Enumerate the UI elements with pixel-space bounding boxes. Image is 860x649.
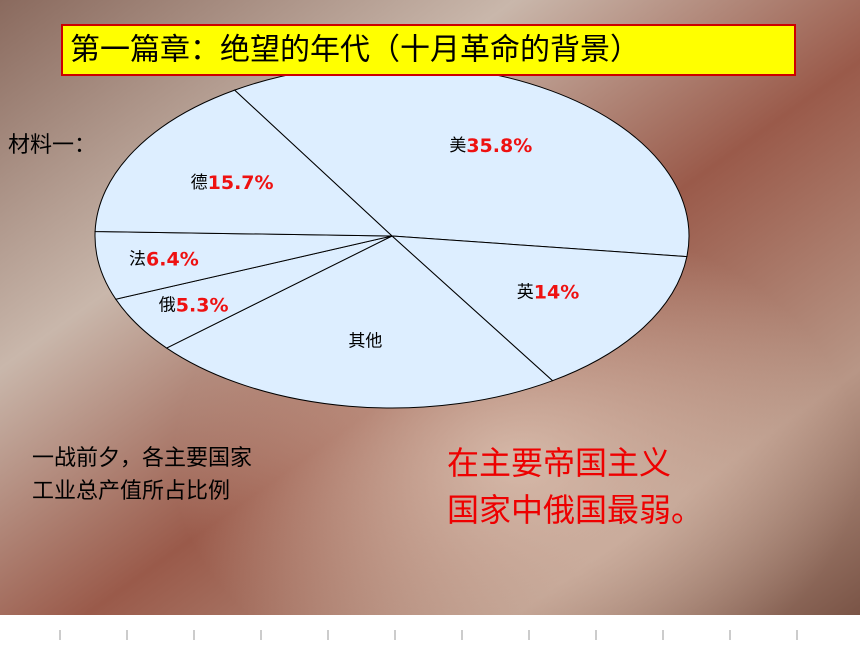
pie-slice bbox=[165, 235, 554, 409]
chart-title: 第一篇章：绝望的年代（十月革命的背景） bbox=[70, 33, 640, 68]
slice-value: 6.4% bbox=[146, 248, 199, 270]
slice-category: 法 bbox=[129, 249, 146, 269]
slice-label: 其他 bbox=[348, 332, 382, 352]
slice-category: 英 bbox=[517, 283, 534, 303]
bottom-strip bbox=[0, 615, 860, 645]
slice-label: 俄5.3% bbox=[159, 294, 229, 316]
pie-slice bbox=[94, 231, 393, 300]
slice-category: 德 bbox=[191, 173, 208, 193]
slice-category: 俄 bbox=[159, 295, 176, 315]
material-label: 材料一： bbox=[8, 133, 96, 158]
conclusion-line: 在主要帝国主义 bbox=[447, 444, 671, 482]
slice-value: 14% bbox=[534, 281, 579, 303]
conclusion-line: 国家中俄国最弱。 bbox=[447, 491, 703, 529]
slice-label: 德15.7% bbox=[191, 172, 274, 194]
slice-label: 美35.8% bbox=[449, 135, 532, 157]
slice-category: 其他 bbox=[348, 332, 382, 352]
pie-slice bbox=[390, 235, 688, 382]
caption-line: 一战前夕，各主要国家 bbox=[32, 446, 252, 471]
title-box bbox=[61, 24, 796, 76]
slice-value: 35.8% bbox=[466, 135, 532, 157]
bottom-ticks bbox=[59, 630, 798, 640]
slice-label: 法6.4% bbox=[129, 248, 199, 270]
slice-label: 英14% bbox=[517, 281, 579, 303]
pie: 美35.8% 英14% 其他 俄5.3% 法6.4% 德15.7% bbox=[94, 63, 690, 409]
slice-value: 15.7% bbox=[208, 172, 274, 194]
caption-line: 工业总产值所占比例 bbox=[32, 479, 230, 504]
pie-slice bbox=[94, 89, 394, 237]
slice-category: 美 bbox=[449, 136, 466, 156]
slice-value: 5.3% bbox=[176, 294, 229, 316]
